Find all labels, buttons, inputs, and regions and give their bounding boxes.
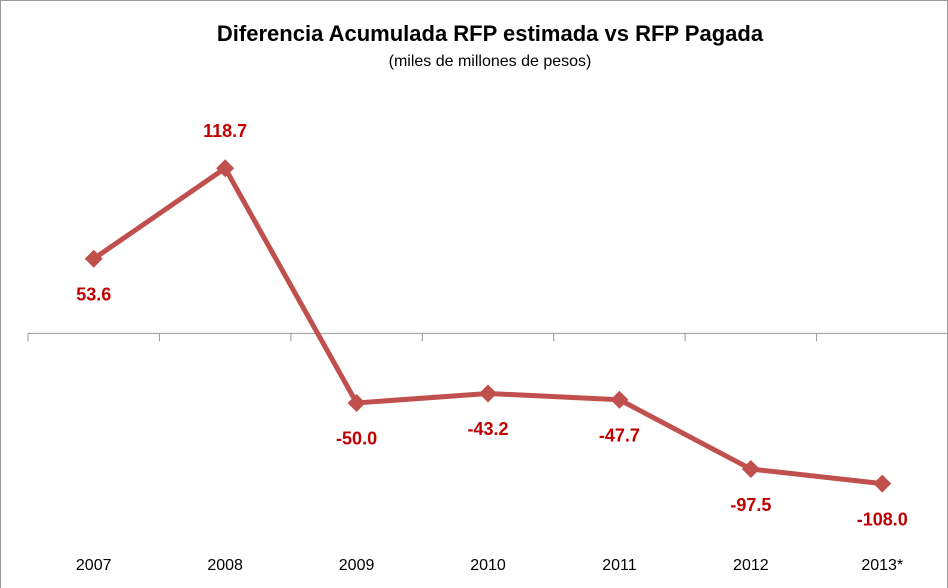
page: Diferencia Acumulada RFP estimada vs RFP… — [0, 0, 948, 588]
data-label: 118.7 — [203, 121, 247, 141]
data-label: -108.0 — [857, 509, 908, 529]
data-label: -47.7 — [599, 425, 640, 445]
chart-title: Diferencia Acumulada RFP estimada vs RFP… — [217, 21, 764, 46]
chart: Diferencia Acumulada RFP estimada vs RFP… — [0, 0, 948, 588]
x-tick-label: 2008 — [207, 557, 243, 574]
chart-subtitle: (miles de millones de pesos) — [389, 53, 592, 70]
data-label: 53.6 — [76, 285, 111, 305]
x-tick-label: 2007 — [76, 557, 112, 574]
data-label: -50.0 — [336, 429, 377, 449]
x-tick-label: 2013* — [861, 557, 903, 574]
x-tick-label: 2012 — [733, 557, 769, 574]
x-tick-label: 2009 — [339, 557, 375, 574]
chart-frame — [1, 1, 948, 588]
x-tick-label: 2011 — [602, 557, 637, 574]
data-label: -97.5 — [730, 495, 771, 515]
x-tick-label: 2010 — [470, 557, 506, 574]
data-label: -43.2 — [467, 419, 508, 439]
